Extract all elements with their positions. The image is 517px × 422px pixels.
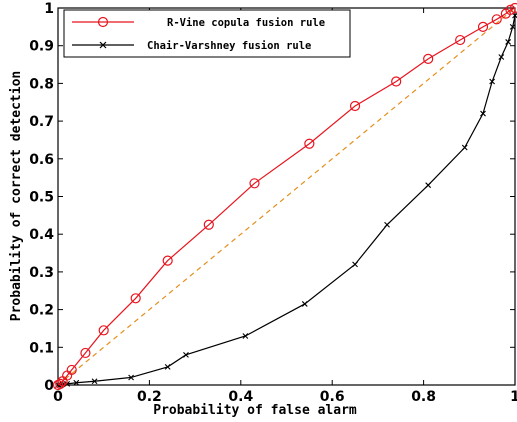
chair-varshney-point bbox=[64, 380, 71, 387]
chair-varshney-point bbox=[425, 182, 432, 189]
chair-varshney-point bbox=[505, 39, 512, 45]
y-tick-label: 1 bbox=[44, 1, 54, 17]
legend-box bbox=[63, 9, 351, 58]
legend: R-Vine copula fusion rule Chair-Varshney… bbox=[63, 9, 351, 58]
x-axis-label: Probability of false alarm bbox=[153, 403, 357, 418]
x-tick-label: 0 bbox=[53, 389, 63, 405]
chair-varshney-point bbox=[164, 364, 171, 370]
rvine-point bbox=[423, 53, 434, 64]
plot-area bbox=[57, 7, 516, 386]
chair-varshney-point bbox=[489, 78, 496, 85]
legend-label-chair-varshney: Chair-Varshney fusion rule bbox=[147, 40, 311, 52]
x-tick-label: 1 bbox=[510, 389, 517, 405]
y-tick-label: 0.4 bbox=[29, 227, 54, 243]
x-tick-label: 0.6 bbox=[320, 389, 345, 405]
y-tick-label: 0.9 bbox=[29, 39, 54, 55]
rvine-point bbox=[505, 4, 516, 15]
chair-varshney-point bbox=[128, 374, 135, 381]
y-tick-label: 0.2 bbox=[29, 303, 54, 319]
rvine-point bbox=[455, 34, 466, 46]
rvine-point bbox=[477, 21, 489, 32]
chair-varshney-point bbox=[73, 379, 80, 386]
x-tick-label: 0.8 bbox=[411, 389, 436, 405]
rvine-point bbox=[391, 76, 402, 87]
chair-varshney-point bbox=[301, 301, 308, 307]
x-tick-label: 0.4 bbox=[228, 389, 253, 405]
y-tick-label: 0.8 bbox=[29, 76, 54, 92]
chair-varshney-point bbox=[480, 110, 486, 117]
chair-varshney-point bbox=[498, 54, 505, 60]
rvine-point bbox=[203, 219, 214, 230]
rvine-point bbox=[509, 2, 517, 14]
rvine-point bbox=[349, 100, 361, 112]
y-tick-label: 0.7 bbox=[29, 114, 54, 130]
legend-label-rvine: R-Vine copula fusion rule bbox=[167, 17, 325, 29]
chair-varshney-point bbox=[509, 23, 516, 30]
rvine-point bbox=[130, 293, 141, 304]
ticks: 0 0.2 0.4 0.6 0.8 1 0 0.1 0.2 0.3 0.4 0.5 0.6 0.7 0.8 0… bbox=[29, 1, 517, 405]
y-tick-label: 0.5 bbox=[29, 190, 54, 206]
chair-varshney-point bbox=[242, 333, 249, 339]
legend-marker-rvine bbox=[97, 16, 109, 28]
legend-marker-chair-varshney bbox=[99, 41, 107, 49]
rvine-point bbox=[80, 347, 91, 359]
y-tick-label: 0 bbox=[44, 378, 54, 394]
chair-varshney-point bbox=[183, 351, 189, 358]
rvine-point bbox=[55, 378, 66, 389]
y-tick-label: 0.6 bbox=[29, 152, 54, 168]
y-tick-label: 0.3 bbox=[29, 265, 54, 281]
rvine-point bbox=[66, 364, 77, 376]
chair-varshney-point bbox=[91, 378, 98, 385]
rvine-point bbox=[162, 255, 173, 266]
series-layer bbox=[52, 2, 517, 391]
rvine-point bbox=[98, 325, 109, 336]
chair-varshney-point bbox=[461, 144, 468, 151]
rvine-point bbox=[249, 178, 260, 189]
rvine-point bbox=[304, 138, 315, 149]
rvine-point bbox=[491, 14, 502, 25]
y-axis-label: Probability of correct detection bbox=[9, 71, 24, 321]
chair-varshney-point bbox=[352, 261, 358, 268]
x-tick-label: 0.2 bbox=[137, 389, 162, 405]
chair-varshney-point bbox=[384, 221, 390, 228]
y-tick-label: 0.1 bbox=[29, 340, 54, 356]
